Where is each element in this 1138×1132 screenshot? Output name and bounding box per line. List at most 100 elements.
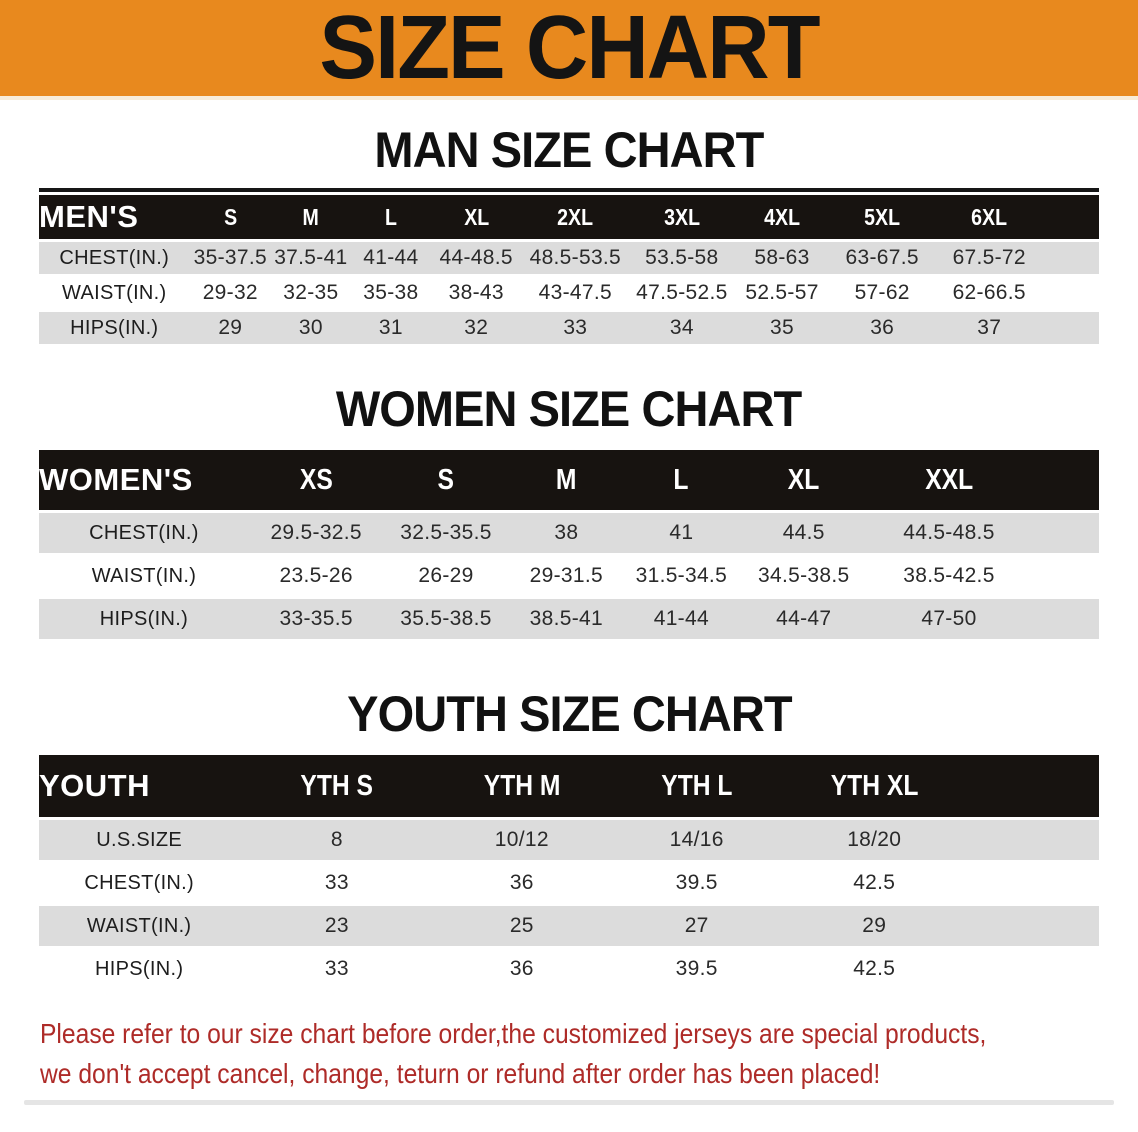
row-label: WAIST(IN.) xyxy=(39,906,240,946)
women-size-header: XL xyxy=(738,450,869,510)
size-header-text: YTH M xyxy=(483,769,561,802)
measurement-value: 44.5-48.5 xyxy=(868,513,1029,553)
size-header-text: XS xyxy=(299,463,333,496)
table-row: WAIST(IN.) 23.5-26 26-29 29-31.5 31.5-34… xyxy=(39,556,1099,596)
size-header-text: 2XL xyxy=(557,203,594,230)
size-header-text: L xyxy=(384,203,397,230)
measurement-value: 29 xyxy=(784,906,965,946)
measurement-value: 26-29 xyxy=(383,556,509,596)
measurement-value: 29.5-32.5 xyxy=(248,513,384,553)
women-size-header: XS xyxy=(248,450,384,510)
spacer-cell xyxy=(1028,450,1099,510)
measurement-value: 42.5 xyxy=(784,949,965,989)
measurement-value: 35.5-38.5 xyxy=(383,599,509,639)
size-header-text: YTH L xyxy=(661,769,733,802)
size-header-text: S xyxy=(437,463,455,496)
bottom-artifact xyxy=(24,1100,1114,1105)
measurement-value: 31 xyxy=(350,312,432,344)
size-header-text: M xyxy=(556,463,577,496)
measurement-value: 38.5-42.5 xyxy=(868,556,1029,596)
measurement-value: 37 xyxy=(934,312,1044,344)
measurement-value: 41-44 xyxy=(350,242,432,274)
measurement-value: 34.5-38.5 xyxy=(738,556,869,596)
measurement-value: 38 xyxy=(508,513,625,553)
measurement-value: 41-44 xyxy=(624,599,739,639)
men-table-label: MEN'S xyxy=(39,195,190,239)
row-label: CHEST(IN.) xyxy=(39,513,249,553)
men-section-heading-text: MAN SIZE CHART xyxy=(374,122,765,178)
table-row: CHEST(IN.) 29.5-32.5 32.5-35.5 38 41 44.… xyxy=(39,513,1099,553)
spacer-cell xyxy=(964,949,1099,989)
spacer-cell xyxy=(964,820,1099,860)
spacer-cell xyxy=(1043,242,1099,274)
size-header-text: YTH S xyxy=(300,769,374,802)
measurement-value: 31.5-34.5 xyxy=(624,556,739,596)
measurement-value: 53.5-58 xyxy=(629,242,735,274)
youth-header-row: YOUTH YTH S YTH M YTH L YTH XL xyxy=(39,755,1099,817)
youth-size-header: YTH M xyxy=(434,755,610,817)
measurement-value: 44-48.5 xyxy=(431,242,522,274)
size-header-text: S xyxy=(223,203,237,230)
measurement-value: 35 xyxy=(734,312,830,344)
size-header-text: 6XL xyxy=(971,203,1008,230)
women-table-label: WOMEN'S xyxy=(39,450,249,510)
men-size-header: 2XL xyxy=(521,195,630,239)
size-header-text: L xyxy=(673,463,689,496)
men-header-row: MEN'S S M L XL 2XL 3XL 4XL 5XL 6XL xyxy=(39,195,1099,239)
men-size-header: 5XL xyxy=(829,195,935,239)
table-row: CHEST(IN.) 35-37.5 37.5-41 41-44 44-48.5… xyxy=(39,242,1099,274)
measurement-value: 36 xyxy=(434,949,610,989)
men-size-header: L xyxy=(350,195,432,239)
measurement-value: 33 xyxy=(521,312,630,344)
measurement-value: 35-38 xyxy=(350,277,432,309)
size-header-text: 3XL xyxy=(663,203,700,230)
measurement-value: 47-50 xyxy=(868,599,1029,639)
size-header-text: XL xyxy=(787,463,820,496)
women-section-heading: WOMEN SIZE CHART xyxy=(0,381,1138,437)
order-disclaimer: Please refer to our size chart before or… xyxy=(40,1014,1138,1094)
spacer-cell xyxy=(964,906,1099,946)
women-size-header: M xyxy=(508,450,625,510)
measurement-value: 38-43 xyxy=(431,277,522,309)
measurement-value: 48.5-53.5 xyxy=(521,242,630,274)
disclaimer-line-2: we don't accept cancel, change, teturn o… xyxy=(40,1058,881,1089)
measurement-value: 36 xyxy=(829,312,935,344)
table-row: U.S.SIZE 8 10/12 14/16 18/20 xyxy=(39,820,1099,860)
measurement-value: 39.5 xyxy=(609,949,785,989)
spacer-cell xyxy=(964,755,1099,817)
measurement-value: 44-47 xyxy=(738,599,869,639)
measurement-value: 39.5 xyxy=(609,863,785,903)
measurement-value: 57-62 xyxy=(829,277,935,309)
youth-table-label: YOUTH xyxy=(39,755,240,817)
men-size-header: S xyxy=(189,195,272,239)
measurement-value: 33 xyxy=(239,863,435,903)
youth-size-header: YTH L xyxy=(609,755,785,817)
measurement-value: 62-66.5 xyxy=(934,277,1044,309)
women-size-header: XXL xyxy=(868,450,1029,510)
measurement-value: 25 xyxy=(434,906,610,946)
measurement-value: 67.5-72 xyxy=(934,242,1044,274)
row-label: CHEST(IN.) xyxy=(39,242,190,274)
measurement-value: 33 xyxy=(239,949,435,989)
table-row: WAIST(IN.) 23 25 27 29 xyxy=(39,906,1099,946)
measurement-value: 29-32 xyxy=(189,277,272,309)
spacer-cell xyxy=(964,863,1099,903)
size-header-text: XL xyxy=(463,203,489,230)
table-row: WAIST(IN.) 29-32 32-35 35-38 38-43 43-47… xyxy=(39,277,1099,309)
measurement-value: 52.5-57 xyxy=(734,277,830,309)
youth-section-heading: YOUTH SIZE CHART xyxy=(0,686,1138,742)
size-header-text: 4XL xyxy=(764,203,800,230)
men-size-header: 3XL xyxy=(629,195,735,239)
measurement-value: 23.5-26 xyxy=(248,556,384,596)
measurement-value: 33-35.5 xyxy=(248,599,384,639)
table-row: HIPS(IN.) 33-35.5 35.5-38.5 38.5-41 41-4… xyxy=(39,599,1099,639)
size-header-text: XXL xyxy=(924,463,973,496)
measurement-value: 58-63 xyxy=(734,242,830,274)
size-header-text: 5XL xyxy=(864,203,901,230)
measurement-value: 8 xyxy=(239,820,435,860)
measurement-value: 37.5-41 xyxy=(271,242,351,274)
row-label: HIPS(IN.) xyxy=(39,599,249,639)
table-row: HIPS(IN.) 29 30 31 32 33 34 35 36 37 xyxy=(39,312,1099,344)
youth-size-table: YOUTH YTH S YTH M YTH L YTH XL U.S.SIZE … xyxy=(39,752,1099,992)
size-chart-banner: SIZE CHART xyxy=(0,0,1138,100)
